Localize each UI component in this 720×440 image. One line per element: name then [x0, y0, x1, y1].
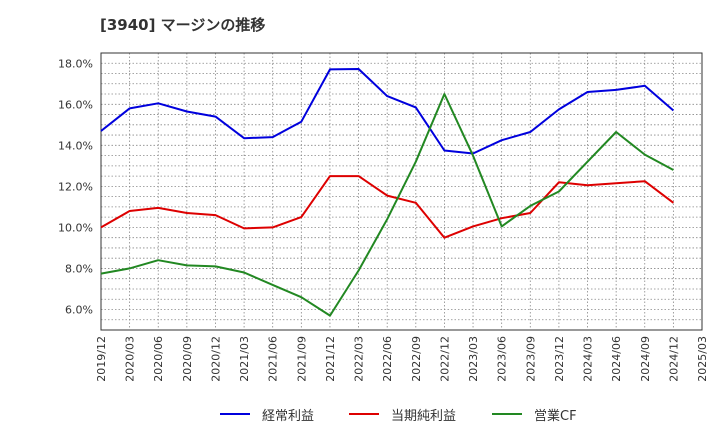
- chart-title: [3940] マージンの推移: [100, 16, 266, 34]
- x-tick-label: 2019/12: [95, 336, 108, 382]
- legend-label-operating-cf: 営業CF: [534, 408, 577, 424]
- grid: [101, 53, 702, 330]
- x-tick-label: 2024/09: [639, 336, 652, 382]
- legend-swatch-net-profit: [349, 413, 379, 415]
- x-tick-label: 2020/09: [181, 336, 194, 382]
- x-tick-label: 2020/03: [124, 336, 137, 382]
- legend-swatch-ordinary-profit: [220, 413, 250, 415]
- legend-label-net-profit: 当期純利益: [391, 408, 457, 424]
- x-tick-label: 2020/06: [152, 336, 165, 382]
- y-axis: 6.0% 8.0% 10.0% 12.0% 14.0% 16.0% 18.0%: [58, 57, 93, 316]
- series: [100, 68, 675, 317]
- legend-swatch-operating-cf: [492, 413, 522, 415]
- legend-label-ordinary-profit: 経常利益: [262, 408, 315, 424]
- x-tick-label: 2022/12: [438, 336, 451, 382]
- x-tick-label: 2022/03: [353, 336, 366, 382]
- legend: 経常利益 当期純利益 営業CF: [0, 402, 720, 426]
- legend-item-net-profit: 当期純利益: [349, 402, 456, 426]
- x-tick-label: 2022/09: [410, 336, 423, 382]
- legend-item-operating-cf: 営業CF: [492, 402, 577, 426]
- x-tick-label: 2025/03: [696, 336, 709, 382]
- x-tick-label: 2021/09: [295, 336, 308, 382]
- chart-svg: 6.0% 8.0% 10.0% 12.0% 14.0% 16.0% 18.0% 2019/1…: [58, 52, 709, 382]
- x-tick-label: 2021/12: [324, 336, 337, 382]
- x-tick-label: 2020/12: [209, 336, 222, 382]
- x-tick-label: 2024/03: [582, 336, 595, 382]
- plot-frame: [100, 52, 703, 331]
- x-tick-label: 2023/06: [496, 336, 509, 382]
- series-line-2: [100, 93, 674, 317]
- y-tick-label: 10.0%: [58, 221, 93, 234]
- x-tick-label: 2023/12: [553, 336, 566, 382]
- x-axis: 2019/12 2020/03 2020/06 2020/09 2020/12 2021/…: [95, 336, 709, 382]
- x-tick-label: 2023/09: [524, 336, 537, 382]
- x-tick-label: 2024/06: [610, 336, 623, 382]
- y-tick-label: 12.0%: [58, 180, 93, 193]
- y-tick-label: 14.0%: [58, 139, 93, 152]
- x-tick-label: 2021/06: [267, 336, 280, 382]
- y-tick-label: 8.0%: [65, 262, 93, 275]
- series-line-1: [100, 175, 675, 239]
- x-tick-label: 2022/06: [381, 336, 394, 382]
- series-line-0: [100, 68, 675, 155]
- x-tick-label: 2024/12: [667, 336, 680, 382]
- y-tick-label: 16.0%: [58, 98, 93, 111]
- y-tick-label: 6.0%: [65, 303, 93, 316]
- x-tick-label: 2021/03: [238, 336, 251, 382]
- x-tick-label: 2023/03: [467, 336, 480, 382]
- legend-item-ordinary-profit: 経常利益: [220, 402, 314, 426]
- y-tick-label: 18.0%: [58, 57, 93, 70]
